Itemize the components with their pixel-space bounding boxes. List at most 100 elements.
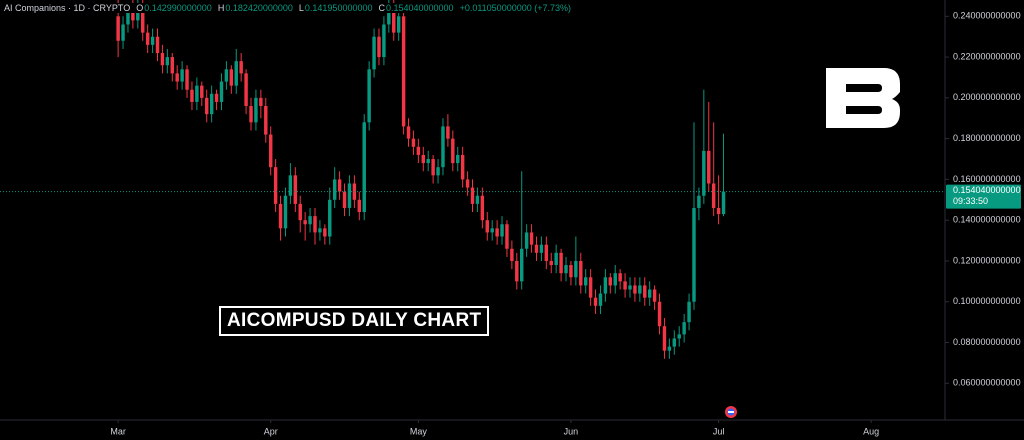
candle-body [283, 195, 288, 229]
candle-body [583, 277, 588, 286]
candle-body [244, 73, 248, 107]
x-tick-label: Apr [264, 426, 278, 436]
candle-body [328, 199, 332, 237]
candle-body [702, 150, 706, 196]
x-tick-label: Aug [863, 426, 879, 436]
candle-body [396, 16, 401, 33]
ohlc-key: L [298, 3, 304, 13]
candle-body [421, 154, 426, 164]
last-price-tag [946, 184, 1021, 209]
candle-body [692, 207, 696, 302]
ohlc-value: 0.141950000000 [304, 3, 373, 13]
candle-body [500, 224, 504, 237]
candle-body [214, 93, 219, 102]
candle-body [608, 277, 613, 286]
candle-body [318, 228, 322, 233]
candle-body [357, 199, 362, 213]
candle-body [264, 106, 268, 135]
candle-body [313, 216, 317, 233]
candle-body [549, 260, 553, 266]
candle-body [707, 150, 711, 184]
candle-body [633, 285, 637, 294]
candle-body [456, 154, 460, 164]
candle-body [647, 289, 652, 298]
candle-body [475, 195, 480, 204]
candle-body [628, 285, 632, 290]
legend-header: AI Companions · 1D · CRYPTO O0.142990000… [4, 3, 571, 13]
candle-body [200, 85, 204, 98]
y-tick-label: 0.100000000000 [953, 296, 1021, 306]
candle-body [623, 281, 627, 290]
candle-body [131, 12, 135, 21]
candle-body [160, 53, 165, 66]
candle-body [254, 97, 258, 123]
candle-body [539, 244, 544, 253]
candle-body [382, 24, 386, 58]
candle-body [377, 36, 381, 58]
candle-body [121, 24, 125, 41]
ohlc-value: 0.142990000000 [144, 3, 212, 13]
candle-body [308, 216, 312, 225]
candle-body [569, 265, 573, 278]
candle-body [416, 146, 421, 155]
candle-body [337, 179, 342, 192]
candle-body [495, 228, 499, 237]
y-tick-label: 0.080000000000 [953, 337, 1021, 347]
candle-body [657, 301, 662, 327]
candle-body [342, 191, 347, 208]
candle-body [372, 36, 376, 70]
candle-body [716, 207, 721, 215]
candle-body [652, 289, 657, 302]
candle-body [534, 244, 539, 253]
event-flag [725, 406, 737, 418]
x-tick-label: May [410, 426, 428, 436]
candle-body [204, 97, 209, 115]
candle-body [470, 187, 475, 204]
candle-body [288, 175, 293, 196]
candle-body [574, 260, 578, 278]
candle-body [278, 203, 283, 229]
candle-body [209, 93, 214, 115]
y-tick-label: 0.060000000000 [953, 378, 1021, 388]
candle-body [175, 73, 179, 82]
y-tick-label: 0.160000000000 [953, 174, 1021, 184]
y-tick-label: 0.120000000000 [953, 255, 1021, 265]
candle-body [401, 16, 406, 127]
candle-body [436, 167, 440, 176]
candle-body [682, 322, 686, 335]
candle-body [588, 277, 593, 298]
candle-body [643, 285, 647, 298]
annotation: AICOMPUSD DAILY CHART [219, 306, 490, 336]
candle-body [672, 338, 677, 347]
candle-body [347, 183, 352, 208]
candle-body [387, 8, 391, 25]
candle-body [392, 8, 396, 33]
candle-body [593, 297, 598, 306]
candle-body [239, 61, 243, 74]
candle-body [667, 346, 672, 351]
candle-body [185, 69, 189, 90]
candle-body [529, 232, 534, 245]
candle-body [406, 126, 411, 139]
candle-body [711, 183, 716, 208]
x-tick-label: Mar [110, 426, 126, 436]
candle-body [441, 126, 445, 168]
candle-body [367, 69, 371, 123]
candle-body [721, 191, 726, 215]
change: +0.011050000000 (+7.73%) [459, 3, 571, 13]
ohlc-high: H0.182420000000 [218, 3, 293, 13]
candle-body [234, 61, 238, 86]
ohlc-close: C0.154040000000 [378, 3, 453, 13]
candle-body [150, 36, 155, 45]
ohlc-open: O0.142990000000 [136, 3, 212, 13]
candle-body [505, 224, 509, 249]
ohlc-low: L0.141950000000 [299, 3, 373, 13]
candle-body [465, 179, 470, 188]
candle-body [638, 285, 642, 294]
candle-body [224, 69, 229, 82]
candle-body [490, 228, 494, 233]
candle-body [559, 252, 563, 274]
candle-body [519, 248, 524, 282]
candle-body [268, 134, 273, 168]
